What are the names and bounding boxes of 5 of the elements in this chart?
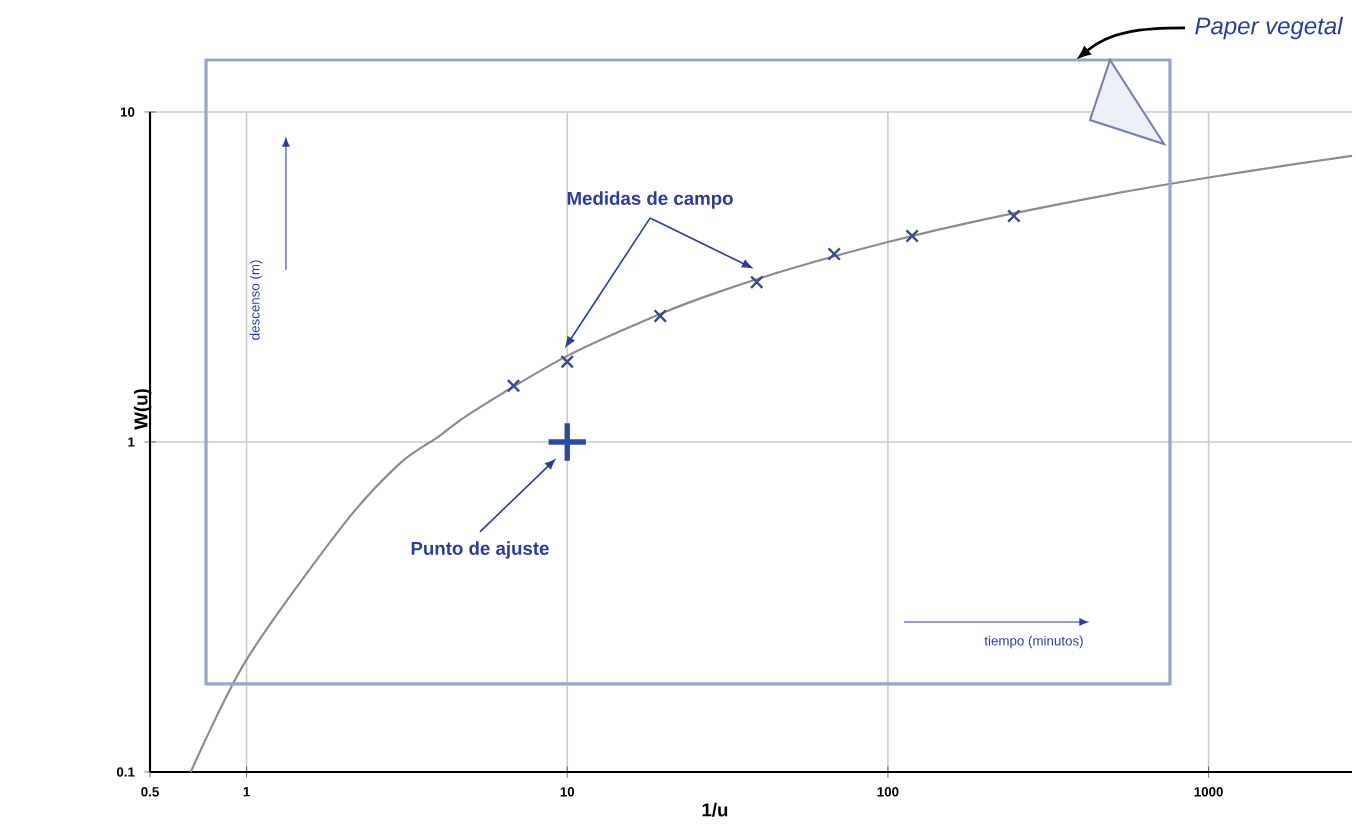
- text: Paper vegetal: [1195, 16, 1344, 40]
- text: Punto de ajuste: [411, 541, 549, 559]
- y-axis-title: W(u): [133, 389, 152, 430]
- x-axis-title: 1/u: [702, 802, 728, 817]
- text: Medidas de campo: [567, 191, 733, 209]
